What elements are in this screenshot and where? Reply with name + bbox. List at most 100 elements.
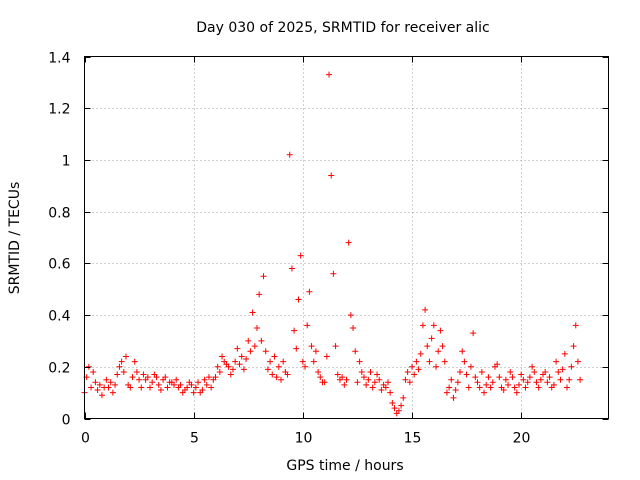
data-point — [542, 368, 549, 375]
data-point — [323, 353, 330, 360]
data-point — [502, 376, 509, 383]
data-point — [450, 394, 457, 401]
data-point — [251, 343, 258, 350]
data-point — [500, 387, 507, 394]
data-point — [98, 392, 105, 399]
data-point — [225, 363, 232, 370]
data-point — [249, 309, 256, 316]
data-point — [157, 387, 164, 394]
data-point — [561, 350, 568, 357]
data-point — [256, 291, 263, 298]
data-point — [243, 356, 250, 363]
data-point — [295, 296, 302, 303]
data-point — [205, 374, 212, 381]
data-point — [245, 337, 252, 344]
data-point — [238, 353, 245, 360]
data-point — [293, 345, 300, 352]
data-point — [406, 379, 413, 386]
y-tick-label: 0.2 — [48, 361, 70, 377]
data-point — [485, 374, 492, 381]
data-point — [264, 366, 271, 373]
data-point — [214, 363, 221, 370]
data-point — [409, 363, 415, 370]
data-point — [457, 368, 464, 375]
data-point — [177, 381, 184, 388]
data-point — [299, 358, 306, 365]
data-point — [328, 172, 335, 179]
data-point — [120, 368, 127, 375]
data-point — [229, 366, 236, 373]
data-point — [387, 389, 394, 396]
data-point — [371, 379, 378, 386]
data-point — [192, 384, 199, 391]
data-point — [332, 343, 339, 350]
data-point — [208, 384, 215, 391]
data-point — [88, 384, 95, 391]
data-point — [162, 374, 169, 381]
data-point — [570, 343, 577, 350]
data-point — [520, 376, 527, 383]
data-point — [173, 376, 180, 383]
data-point — [363, 381, 370, 388]
data-point — [138, 384, 145, 391]
data-point — [524, 379, 531, 386]
data-point — [422, 306, 429, 313]
data-point — [544, 379, 551, 386]
data-point — [129, 374, 136, 381]
data-point — [472, 374, 479, 381]
data-point — [85, 363, 92, 370]
y-tick-label: 1.2 — [48, 102, 70, 118]
data-point — [275, 363, 282, 370]
data-point — [203, 381, 210, 388]
data-point — [476, 384, 483, 391]
data-point — [149, 379, 156, 386]
data-point — [443, 389, 450, 396]
data-point — [144, 374, 151, 381]
data-point — [535, 384, 542, 391]
grid — [84, 56, 609, 419]
data-point — [568, 363, 575, 370]
data-point — [269, 371, 276, 378]
data-point — [454, 379, 461, 386]
data-point — [284, 371, 291, 378]
data-point — [291, 327, 298, 334]
data-point — [376, 376, 383, 383]
data-point — [411, 371, 418, 378]
data-point — [260, 273, 267, 280]
data-point — [550, 381, 557, 388]
data-point — [395, 407, 402, 414]
data-point — [391, 405, 398, 412]
plot-frame — [84, 56, 609, 419]
y-tick-label: 0.6 — [48, 257, 70, 273]
data-point — [330, 270, 337, 277]
y-tick-label: 1.4 — [48, 51, 70, 67]
data-point — [155, 381, 162, 388]
x-tick-label: 0 — [81, 431, 90, 447]
data-point — [398, 402, 405, 409]
data-point — [236, 361, 243, 368]
data-point — [557, 376, 564, 383]
data-point — [483, 381, 490, 388]
x-tick-labels: 0 5 10 15 20 — [81, 431, 530, 447]
data-point — [522, 384, 529, 391]
data-point — [286, 151, 293, 158]
data-point — [478, 368, 485, 375]
data-point — [446, 384, 453, 391]
data-point — [546, 374, 553, 381]
data-point — [122, 353, 129, 360]
y-tick-label: 0.8 — [48, 206, 70, 222]
data-point — [461, 358, 468, 365]
data-point — [574, 358, 581, 365]
data-point — [533, 379, 540, 386]
data-point — [347, 312, 354, 319]
data-point — [153, 374, 160, 381]
data-point — [555, 368, 562, 375]
data-point — [439, 343, 446, 350]
data-point — [441, 358, 448, 365]
y-tick-label: 0.4 — [48, 309, 70, 325]
data-point — [118, 358, 125, 365]
data-point — [105, 384, 112, 391]
data-point — [216, 368, 223, 375]
data-point — [433, 363, 440, 370]
